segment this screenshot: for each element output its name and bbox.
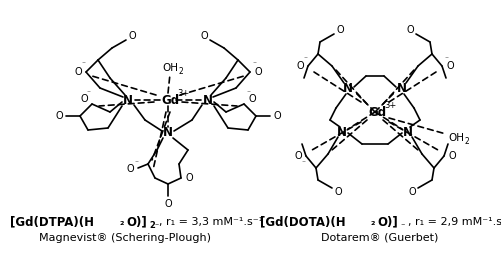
Text: , r₁ = 3,3 mM⁻¹.s⁻¹: , r₁ = 3,3 mM⁻¹.s⁻¹ <box>159 217 263 227</box>
Text: , r₁ = 2,9 mM⁻¹.s⁻¹: , r₁ = 2,9 mM⁻¹.s⁻¹ <box>408 217 501 227</box>
Text: OH: OH <box>162 63 178 73</box>
Text: O: O <box>408 187 416 197</box>
Text: Magnevist® (Schering-Plough): Magnevist® (Schering-Plough) <box>39 233 211 243</box>
Text: ⁻: ⁻ <box>246 88 250 98</box>
Text: O: O <box>296 61 304 71</box>
Text: ⁻: ⁻ <box>81 60 85 68</box>
Text: O: O <box>446 61 454 71</box>
Text: 2⁻: 2⁻ <box>149 222 159 231</box>
Text: O: O <box>128 31 136 41</box>
Text: ₂: ₂ <box>371 217 376 227</box>
Text: ⁻: ⁻ <box>86 88 90 98</box>
Text: N: N <box>163 127 173 140</box>
Text: OH: OH <box>448 133 464 143</box>
Text: O: O <box>336 25 344 35</box>
Text: ⁻: ⁻ <box>400 222 404 231</box>
Text: ⁻: ⁻ <box>303 55 307 63</box>
Text: Gd: Gd <box>161 94 179 107</box>
Text: ⁻: ⁻ <box>444 55 448 63</box>
Text: 3+: 3+ <box>384 101 396 109</box>
Text: [Gd(DOTA)(H: [Gd(DOTA)(H <box>260 216 346 229</box>
Text: ₂: ₂ <box>120 217 125 227</box>
Text: O: O <box>55 111 63 121</box>
Text: O: O <box>80 94 88 104</box>
Text: N: N <box>337 126 347 139</box>
Text: O: O <box>406 25 414 35</box>
Text: O: O <box>254 67 262 77</box>
Text: N: N <box>343 81 353 94</box>
Text: O: O <box>126 164 134 174</box>
Text: O: O <box>448 151 456 161</box>
Text: N: N <box>203 94 213 107</box>
Text: Gd: Gd <box>368 106 386 119</box>
Text: 2: 2 <box>179 67 183 75</box>
Text: O: O <box>248 94 256 104</box>
Text: O)]: O)] <box>377 216 398 229</box>
Text: Dotarem® (Guerbet): Dotarem® (Guerbet) <box>321 233 439 243</box>
Text: O: O <box>164 199 172 209</box>
Text: O)]: O)] <box>126 216 147 229</box>
Text: O: O <box>334 187 342 197</box>
Text: ⁻: ⁻ <box>134 159 138 167</box>
Text: O: O <box>200 31 208 41</box>
Text: N: N <box>123 94 133 107</box>
Text: ⁻: ⁻ <box>252 60 256 68</box>
Text: ⁻: ⁻ <box>301 159 305 167</box>
Text: N: N <box>403 126 413 139</box>
Text: O: O <box>273 111 281 121</box>
Text: 2: 2 <box>464 136 469 146</box>
Text: 3+: 3+ <box>177 88 189 98</box>
Text: O: O <box>74 67 82 77</box>
Text: [Gd(DTPA)(H: [Gd(DTPA)(H <box>10 216 94 229</box>
Text: O: O <box>294 151 302 161</box>
Text: O: O <box>185 173 193 183</box>
Text: N: N <box>397 81 407 94</box>
